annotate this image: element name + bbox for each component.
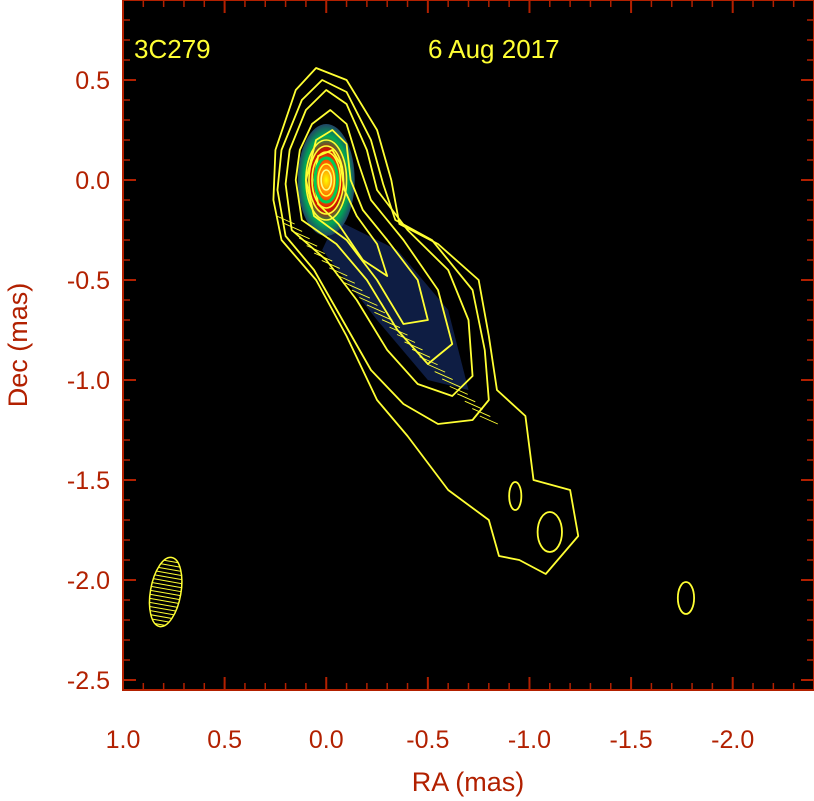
contour-level-2 xyxy=(276,79,490,425)
polarization-tick xyxy=(434,371,453,380)
y-axis-title: Dec (mas) xyxy=(3,283,33,408)
beam-hatch-line xyxy=(149,593,180,601)
isolated-contour xyxy=(508,481,523,511)
tick-labels: 1.0 0.5 0.0 -0.5 -1.0 -1.5 -2.0 0.5 0.0 -0.5 -1.0 -… xyxy=(67,67,754,754)
isolated-contour xyxy=(536,511,563,553)
core-contour-6 xyxy=(320,169,333,191)
polarization-tick xyxy=(404,341,423,351)
core-contour-3 xyxy=(311,151,342,209)
beam-hatch-line xyxy=(152,578,183,585)
contour-level-6 xyxy=(313,149,389,277)
y-tick-label: -0.5 xyxy=(67,267,110,295)
x-tick-label: -2.0 xyxy=(711,726,754,754)
beam-hatch-line xyxy=(149,597,180,605)
observation-date-label: 6 Aug 2017 xyxy=(428,34,560,64)
core-contour-4 xyxy=(313,156,339,204)
polarization-tick xyxy=(321,260,340,269)
polarization-tick xyxy=(344,282,363,292)
beam-hatch-line xyxy=(151,585,182,593)
y-tick-label: -2.0 xyxy=(67,567,110,595)
beam-hatch-line xyxy=(148,601,179,608)
polarization-tick xyxy=(442,378,461,388)
polarization-tick xyxy=(298,237,318,247)
polarization-tick xyxy=(306,245,325,255)
x-tick-label: -1.0 xyxy=(508,726,551,754)
core-contour-2 xyxy=(308,145,345,215)
isolated-contour xyxy=(676,581,695,615)
polarization-tick xyxy=(419,356,438,366)
beam-hatch-line xyxy=(153,570,185,577)
polarization-tick xyxy=(479,415,499,425)
polarization-tick xyxy=(366,304,386,314)
x-tick-label: -0.5 xyxy=(406,726,449,754)
core-contour-1 xyxy=(305,139,348,221)
polarization-tick xyxy=(314,252,333,262)
polarization-tick xyxy=(276,215,295,225)
polarization-tick xyxy=(389,326,408,336)
polarization-tick xyxy=(283,222,303,232)
contour-level-4 xyxy=(294,109,454,365)
plot-background xyxy=(123,0,814,690)
polarization-tick xyxy=(457,393,476,403)
polarization-tick xyxy=(396,334,416,343)
x-tick-label: 0.0 xyxy=(309,726,344,754)
x-tick-label: 1.0 xyxy=(106,726,141,754)
jet-emission xyxy=(322,220,469,390)
polarization-tick xyxy=(449,385,468,395)
x-axis-title: RA (mas) xyxy=(412,767,525,797)
polarization-tick xyxy=(411,348,431,358)
polarization-tick xyxy=(374,311,393,321)
beam-hatch-line xyxy=(150,589,181,597)
polarization-tick xyxy=(472,408,491,418)
contour-level-1 xyxy=(272,67,580,575)
polarization-tick xyxy=(381,319,401,329)
beam-hatch-line xyxy=(146,609,178,616)
polarization-tick xyxy=(426,363,446,373)
beam-outline xyxy=(148,556,183,628)
beam-hatch-line xyxy=(154,566,185,573)
y-tick-label: 0.0 xyxy=(75,167,110,195)
y-tick-label: 0.5 xyxy=(75,67,110,95)
y-tick-label: -2.5 xyxy=(67,667,110,695)
polarization-tick xyxy=(359,297,378,306)
contour-map-layer xyxy=(144,67,695,628)
source-name-label: 3C279 xyxy=(134,34,211,64)
x-tick-label: 0.5 xyxy=(207,726,242,754)
polarization-tick xyxy=(291,230,310,240)
beam-hatch-line xyxy=(153,574,184,581)
beam-hatch-line xyxy=(147,605,178,612)
contour-level-5 xyxy=(305,129,429,325)
y-tick-label: -1.0 xyxy=(67,367,110,395)
beam-hatch-line xyxy=(151,581,182,589)
axis-ticks xyxy=(122,0,814,690)
polarization-tick xyxy=(351,289,371,299)
polarization-tick xyxy=(336,274,355,284)
x-tick-label: -1.5 xyxy=(610,726,653,754)
core-contour-5 xyxy=(317,163,336,197)
polarization-tick xyxy=(329,267,348,277)
polarization-tick xyxy=(464,400,483,410)
y-tick-label: -1.5 xyxy=(67,467,110,495)
